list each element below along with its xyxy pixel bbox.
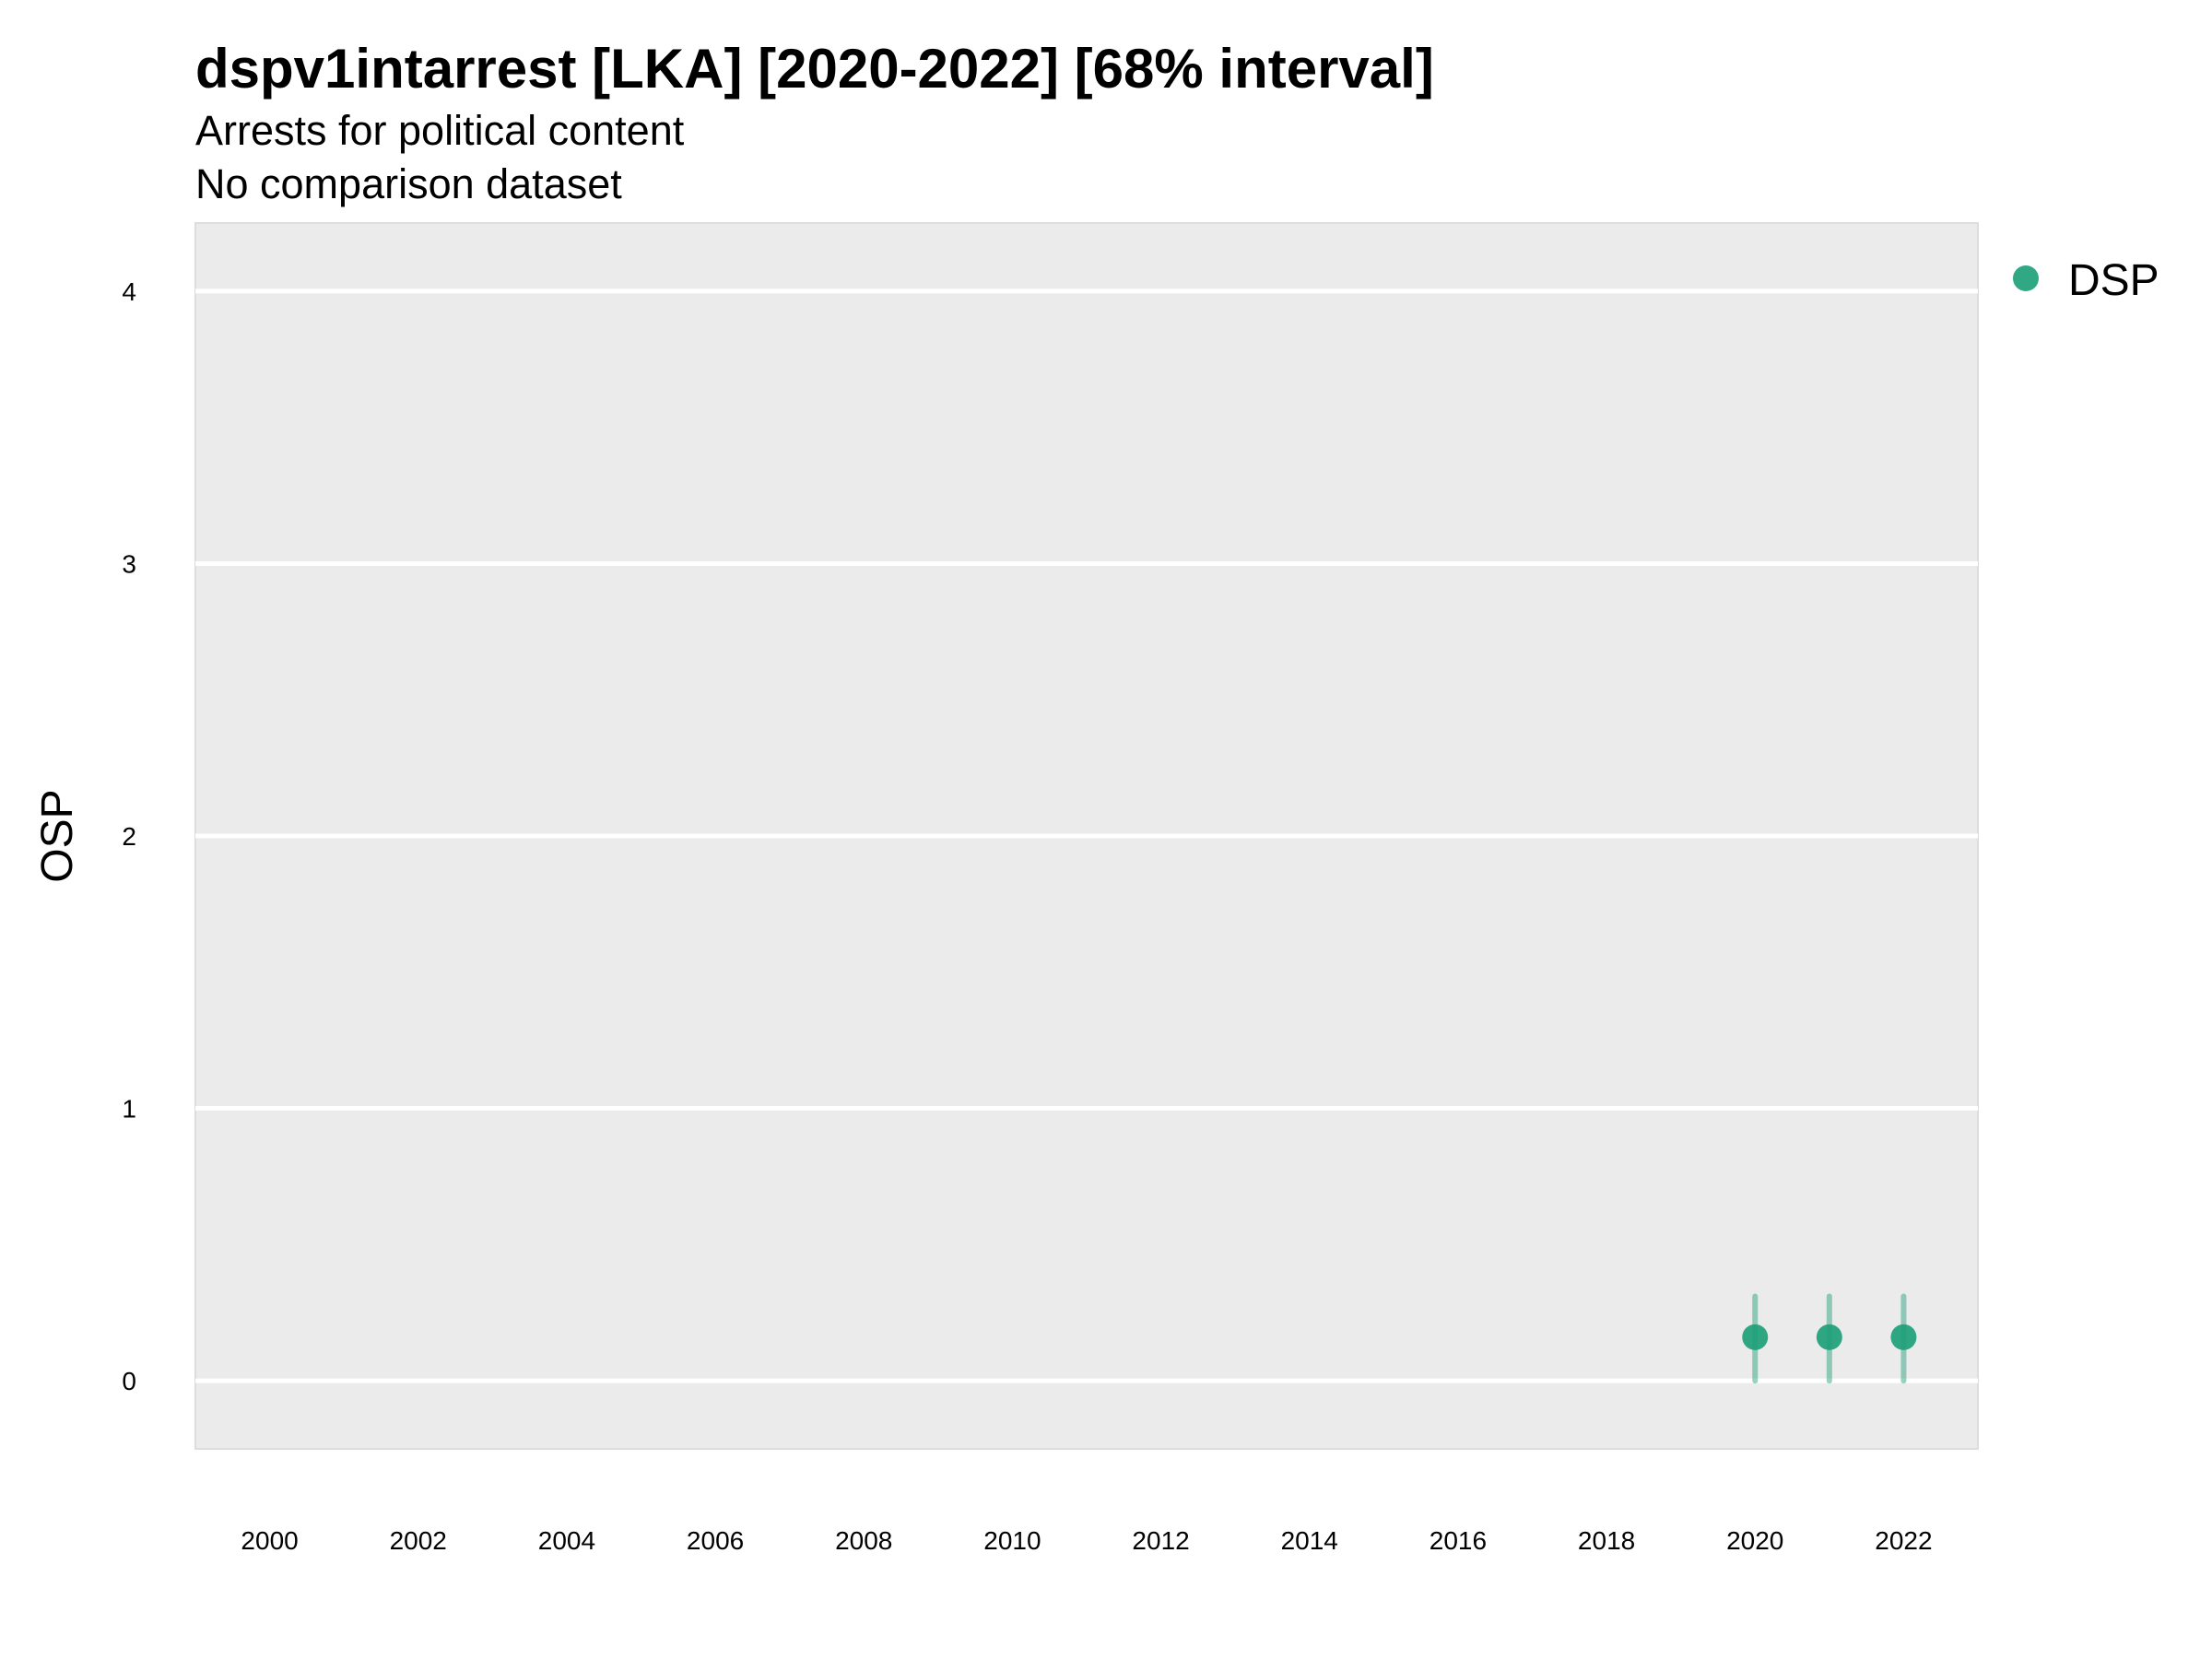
x-tick-label-2014: 2014 [1281, 1526, 1338, 1555]
x-tick-label-2008: 2008 [835, 1526, 892, 1555]
data-point-2022 [1890, 1324, 1917, 1350]
y-tick-label-2: 2 [122, 822, 136, 851]
y-axis-title: OSP [33, 789, 82, 882]
x-tick-label-2018: 2018 [1578, 1526, 1635, 1555]
x-tick-label-2000: 2000 [241, 1526, 298, 1555]
chart-subtitle: Arrests for political content [195, 107, 685, 154]
y-tick-label-0: 0 [122, 1367, 136, 1395]
data-points [1742, 1324, 1917, 1350]
chart-subtitle-secondary: No comparison dataset [195, 160, 622, 207]
x-tick-label-2002: 2002 [390, 1526, 447, 1555]
data-point-2020 [1742, 1324, 1769, 1350]
x-tick-label-2004: 2004 [538, 1526, 595, 1555]
y-tick-label-4: 4 [122, 277, 136, 306]
x-tick-label-2022: 2022 [1875, 1526, 1932, 1555]
x-axis-ticks: 2000 2002 2004 2006 2008 2010 2012 2014 2016 2018… [241, 1526, 1932, 1555]
legend-label-dsp: DSP [2068, 256, 2159, 305]
data-point-2021 [1816, 1324, 1842, 1350]
y-axis-ticks: 0 1 2 3 4 [122, 277, 136, 1395]
y-tick-label-3: 3 [122, 549, 136, 578]
grid-lines [195, 288, 1978, 1383]
chart-title: dspv1intarrest [LKA] [2020-2022] [68% in… [195, 38, 1434, 100]
x-tick-label-2010: 2010 [983, 1526, 1041, 1555]
y-tick-label-1: 1 [122, 1095, 136, 1124]
x-tick-label-2006: 2006 [687, 1526, 744, 1555]
x-tick-label-2020: 2020 [1726, 1526, 1783, 1555]
x-tick-label-2016: 2016 [1430, 1526, 1487, 1555]
legend: DSP [2013, 256, 2159, 305]
x-tick-label-2012: 2012 [1132, 1526, 1189, 1555]
legend-marker-dsp [2013, 265, 2039, 291]
